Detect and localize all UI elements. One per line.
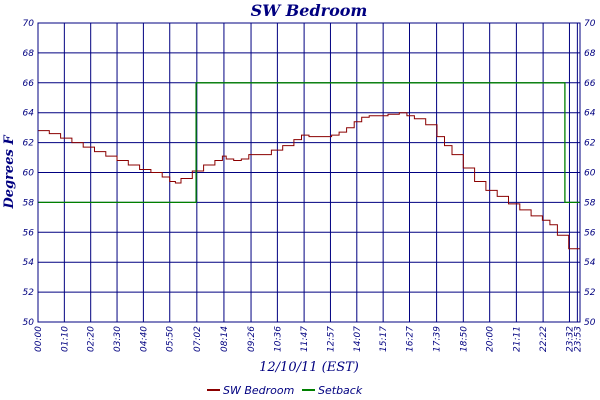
y-tick-label: 54	[23, 258, 35, 268]
y-tick-label-right: 70	[584, 19, 596, 29]
y-tick-label: 64	[23, 109, 35, 119]
y-tick-label-right: 56	[584, 228, 596, 238]
y-tick-label-right: 58	[584, 198, 596, 208]
x-tick-label: 08:14	[220, 326, 230, 352]
y-tick-label-right: 68	[584, 49, 596, 59]
x-tick-label: 10:36	[273, 326, 283, 352]
x-tick-label: 03:30	[113, 326, 123, 352]
legend: SW Bedroom Setback	[207, 384, 363, 397]
x-tick-label: 00:00	[34, 326, 44, 352]
x-tick-label: 20:00	[486, 326, 496, 352]
y-tick-label-right: 64	[584, 109, 596, 119]
chart-title: SW Bedroom	[251, 1, 368, 20]
y-tick-label: 52	[23, 288, 35, 298]
y-tick-label-right: 52	[584, 288, 596, 298]
x-tick-label: 22:22	[539, 326, 549, 352]
series-line-setback	[38, 82, 580, 204]
x-axis-label: 12/10/11 (EST)	[259, 360, 359, 375]
y-axis-label: Degrees F	[2, 135, 17, 210]
legend-label-setback: Setback	[318, 384, 363, 397]
series-layer	[38, 82, 581, 260]
plot-frame	[37, 22, 581, 323]
x-tick-label: 02:20	[87, 326, 97, 352]
x-tick-label: 17:39	[433, 326, 443, 352]
x-tick-labels: 00:00 01:10 02:20 03:30 04:40 05:50 07:02 08:14…	[34, 326, 583, 352]
x-tick-label: 21:11	[512, 326, 522, 352]
x-tick-label: 04:40	[139, 326, 149, 352]
y-tick-labels-left: 50 52 54 56 58 60 62 64 66 68 70	[23, 19, 35, 328]
y-tick-label-right: 66	[584, 79, 596, 89]
y-tick-labels-right: 50 52 54 56 58 60 62 64 66 68 70	[584, 19, 596, 328]
y-tick-label: 70	[23, 19, 35, 29]
y-tick-label: 58	[23, 198, 35, 208]
y-tick-label: 60	[23, 169, 35, 179]
x-tick-label: 05:50	[166, 326, 176, 352]
x-tick-label: 12:57	[326, 326, 336, 352]
y-tick-label-right: 50	[584, 318, 596, 328]
y-tick-label: 50	[23, 318, 35, 328]
y-tick-label-right: 60	[584, 169, 596, 179]
y-tick-label: 68	[23, 49, 35, 59]
y-tick-label: 56	[23, 228, 35, 238]
x-tick-label: 01:10	[60, 326, 70, 352]
y-tick-label-right: 54	[584, 258, 596, 268]
y-tick-label-right: 62	[584, 139, 596, 149]
x-tick-label: 09:26	[247, 326, 257, 352]
x-tick-label: 16:27	[405, 326, 415, 352]
x-tick-label: 07:02	[193, 326, 203, 352]
x-tick-label: 11:47	[300, 326, 310, 352]
legend-label-sw-bedroom: SW Bedroom	[223, 384, 294, 397]
y-tick-label: 66	[23, 79, 35, 89]
series-line-sw-bedroom	[38, 112, 581, 260]
x-tick-label: 15:17	[379, 326, 389, 352]
x-tick-label: 23:53	[573, 326, 583, 352]
y-tick-label: 62	[23, 139, 35, 149]
x-tick-label: 23:32	[565, 326, 575, 352]
x-tick-label: 14:07	[353, 326, 363, 352]
x-tick-label: 18:50	[459, 326, 469, 352]
grid	[37, 22, 580, 323]
